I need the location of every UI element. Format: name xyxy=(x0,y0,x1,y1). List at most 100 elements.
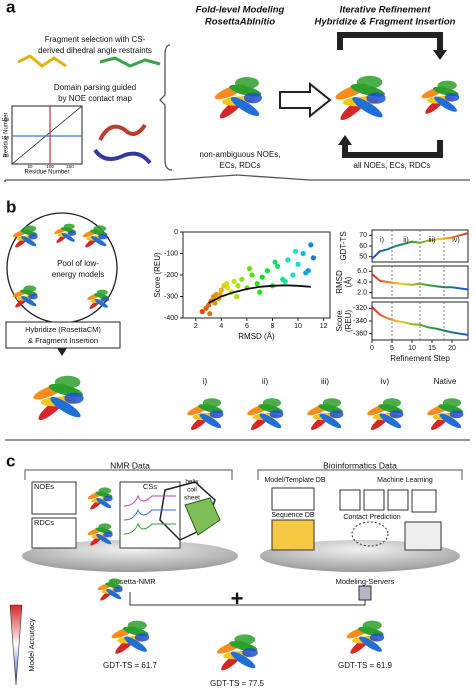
strand xyxy=(61,232,75,242)
protein-cartoon xyxy=(247,398,284,430)
scatter-point xyxy=(213,291,219,297)
protein-cartoon xyxy=(82,225,108,248)
helix xyxy=(98,487,112,494)
helix xyxy=(437,80,457,91)
helix xyxy=(209,410,224,419)
protein-cartoon xyxy=(87,487,113,510)
arrow-tip xyxy=(57,348,67,356)
hybridize-box xyxy=(5,321,121,349)
y-axis-label: Score xyxy=(335,310,344,331)
y-tick-label: 2.0 xyxy=(357,290,367,297)
tick-label: 100 xyxy=(46,164,54,169)
label: NOEs xyxy=(34,482,54,491)
helix xyxy=(54,375,81,389)
helix xyxy=(113,586,123,593)
scatter-point xyxy=(285,257,291,263)
scatter-point xyxy=(234,293,240,300)
x-tick-label: 4 xyxy=(219,323,223,330)
stage-label: iv) xyxy=(452,237,459,244)
scatter-point xyxy=(225,285,231,291)
helix xyxy=(235,77,259,89)
model-label: iii) xyxy=(321,377,329,386)
tick-label: 100 xyxy=(1,135,9,140)
strand xyxy=(96,498,112,509)
group-bracket xyxy=(24,469,233,480)
x-tick-label: 0 xyxy=(370,345,374,352)
x-tick-label: 20 xyxy=(448,345,456,352)
helix xyxy=(98,233,108,240)
domain-cartoon xyxy=(93,148,152,165)
scatter-point xyxy=(257,289,263,295)
protein-cartoon xyxy=(97,578,123,601)
scatter-point xyxy=(249,272,255,278)
helix xyxy=(100,296,110,302)
x-tick-label: 8 xyxy=(271,323,275,330)
label: GDT-TS = 61.7 xyxy=(103,661,158,670)
scatter-point xyxy=(246,265,253,272)
strand xyxy=(230,651,256,669)
y-tick-label: 50 xyxy=(359,254,367,261)
label: GDT-TS = 77.5 xyxy=(210,679,265,688)
stage-label: ii) xyxy=(403,237,408,244)
scatter-point xyxy=(207,311,213,317)
label: Modeling-Servers xyxy=(336,577,395,586)
strand xyxy=(352,97,383,118)
label: Hybridize & Fragment Insertion xyxy=(315,17,456,28)
label: + xyxy=(231,586,244,611)
panel-label: b xyxy=(6,197,16,216)
y-axis-label: Score (REU) xyxy=(153,252,162,298)
label: CSs xyxy=(143,482,157,491)
label: Model Accuracy xyxy=(27,618,36,671)
ml-box xyxy=(339,489,361,511)
helix xyxy=(362,620,382,631)
scatter-point xyxy=(264,268,270,274)
label: by NOE contact map xyxy=(58,94,132,103)
plot-area xyxy=(182,231,331,319)
protein-cartoon xyxy=(87,523,113,546)
scatter-point xyxy=(218,287,224,293)
bracket xyxy=(159,44,173,171)
label: sheet xyxy=(184,495,200,502)
protein-cartoon xyxy=(216,634,258,671)
y-tick-label: -400 xyxy=(164,315,178,322)
y-tick-label: -200 xyxy=(164,272,178,279)
helix xyxy=(444,93,460,102)
cs-peak xyxy=(123,508,176,521)
tick-label: 150 xyxy=(66,164,74,169)
cs-peak xyxy=(123,522,176,535)
helix xyxy=(67,230,77,236)
y-axis-label: (REU) xyxy=(344,310,353,333)
x-tick-label: 5 xyxy=(390,345,394,352)
scatter-point xyxy=(223,281,230,287)
protein-cartoon xyxy=(54,223,77,243)
strand xyxy=(439,413,462,429)
helix xyxy=(382,398,402,408)
y-tick-label: 70 xyxy=(359,232,367,239)
label: RDCs xyxy=(34,518,54,527)
x-tick-label: 6 xyxy=(245,323,249,330)
strand xyxy=(96,534,112,545)
label: Contact Prediction xyxy=(343,514,400,521)
strand xyxy=(21,296,37,307)
y-tick-label: 60 xyxy=(359,243,367,250)
panel-label: a xyxy=(6,0,16,16)
brace xyxy=(4,174,470,182)
label: GDT-TS = 61.9 xyxy=(338,661,393,670)
strand xyxy=(359,636,382,652)
stage-label: i) xyxy=(380,237,384,244)
y-tick-label: -100 xyxy=(164,250,178,257)
y-tick-label: 4.0 xyxy=(357,279,367,286)
scatter-point xyxy=(272,259,278,265)
label: coil xyxy=(187,487,197,494)
helix xyxy=(242,648,258,658)
label: all NOEs, ECs, RDCs xyxy=(354,161,431,170)
protein-cartoon xyxy=(367,398,404,430)
scatter-point xyxy=(212,300,218,306)
noe-box xyxy=(31,481,77,515)
strand xyxy=(230,96,260,116)
helix xyxy=(202,398,222,408)
label: Pool of low- xyxy=(57,259,99,268)
protein-cartoon xyxy=(33,375,84,421)
protein-cartoon xyxy=(87,289,110,309)
